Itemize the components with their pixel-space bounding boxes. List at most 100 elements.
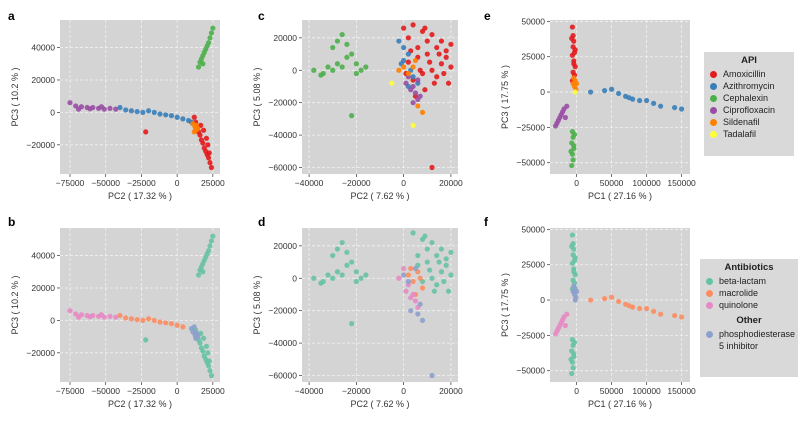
point-phosphodiesterase-5-inhibitor (417, 301, 423, 307)
point-azithromycin (134, 108, 140, 115)
x-tick-label: 100000 (632, 178, 661, 188)
point-cephalexin (353, 70, 359, 77)
point-beta-lactam (311, 275, 317, 281)
point-beta-lactam (434, 252, 440, 259)
point-macrolide (609, 294, 615, 300)
legend-label: macrolide (719, 288, 759, 298)
point-azithromycin (609, 86, 615, 92)
point-ciprofloxacin (560, 109, 566, 115)
point-beta-lactam (448, 272, 454, 278)
point-amoxicillin (207, 160, 213, 166)
point-beta-lactam (320, 278, 326, 285)
point-macrolide (134, 316, 140, 323)
point-cephalexin (349, 113, 355, 119)
y-tick-label: −60000 (268, 163, 297, 173)
point-sildenafil (410, 64, 416, 70)
point-quinolone (67, 308, 73, 314)
y-axis-label: PC3 ( 17.75 % ) (500, 65, 510, 129)
point-cephalexin (344, 41, 350, 47)
point-cephalexin (207, 35, 213, 41)
legend-api-item: Tadalafil (704, 128, 794, 140)
x-axis-label: PC2 ( 17.32 % ) (108, 399, 172, 409)
x-tick-label: −40000 (295, 386, 324, 396)
point-beta-lactam (203, 343, 210, 349)
y-tick-label: 20000 (273, 241, 297, 251)
y-tick-label: −25000 (516, 330, 545, 340)
y-tick-label: 20000 (31, 75, 55, 85)
point-ciprofloxacin (75, 106, 82, 112)
x-tick-label: 25000 (201, 386, 225, 396)
point-amoxicillin (436, 51, 442, 57)
point-cephalexin (330, 44, 336, 51)
point-azithromycin (405, 51, 411, 57)
point-cephalexin (210, 25, 216, 31)
point-tadalafil (410, 122, 416, 128)
point-azithromycin (140, 109, 146, 115)
point-beta-lactam (207, 368, 213, 374)
point-ciprofloxacin (415, 77, 421, 83)
point-macrolide (658, 311, 664, 317)
point-amoxicillin (410, 22, 416, 28)
point-ciprofloxacin (67, 100, 73, 106)
point-azithromycin (151, 109, 157, 115)
legend-api-title: API (741, 55, 757, 66)
panel-b-background (60, 228, 220, 382)
point-amoxicillin (445, 80, 452, 86)
point-azithromycin (396, 38, 402, 44)
point-azithromycin (651, 100, 657, 106)
y-tick-label: 0 (292, 273, 297, 283)
point-beta-lactam (325, 272, 331, 278)
point-ciprofloxacin (107, 105, 113, 111)
point-amoxicillin (448, 64, 454, 70)
legend-antibiotics-item: quinolone (700, 299, 798, 311)
point-azithromycin (679, 106, 685, 112)
point-phosphodiesterase-5-inhibitor (188, 325, 195, 332)
point-amoxicillin (448, 41, 454, 47)
point-amoxicillin (143, 129, 149, 135)
point-beta-lactam (424, 246, 430, 252)
y-tick-label: 20000 (31, 283, 55, 293)
point-amoxicillin (569, 35, 575, 41)
y-tick-label: 25000 (521, 260, 545, 270)
point-phosphodiesterase-5-inhibitor (401, 272, 407, 278)
point-beta-lactam (197, 340, 203, 346)
legend-swatch (710, 130, 717, 138)
x-tick-label: 0 (175, 178, 180, 188)
point-macrolide (163, 320, 169, 326)
point-beta-lactam (429, 275, 435, 281)
legend-label: phosphodiesterase 5 inhibitor (719, 329, 796, 351)
y-axis-label: PC3 ( 10.2 % ) (10, 275, 20, 334)
legend-swatch (706, 301, 713, 309)
point-beta-lactam (429, 239, 435, 246)
point-azithromycin (602, 88, 608, 94)
point-beta-lactam (200, 348, 206, 354)
point-sildenafil (191, 129, 197, 135)
y-tick-label: 50000 (521, 224, 545, 234)
point-beta-lactam (206, 358, 212, 364)
x-tick-label: 100000 (632, 386, 661, 396)
point-azithromycin (128, 108, 135, 114)
legend-swatch (710, 82, 717, 90)
point-amoxicillin (200, 140, 206, 146)
point-azithromycin (168, 113, 175, 119)
x-tick-label: 20000 (439, 178, 463, 188)
point-amoxicillin (572, 47, 578, 53)
point-amoxicillin (431, 80, 437, 86)
point-amoxicillin (205, 142, 211, 148)
point-quinolone (403, 288, 409, 294)
point-azithromycin (626, 95, 632, 101)
legend-antibiotics: Antibiotics beta-lactam macrolide quinolon… (700, 259, 798, 377)
point-beta-lactam (438, 246, 445, 252)
legend-api-item: Sildenafil (704, 116, 794, 128)
point-amoxicillin (191, 114, 197, 120)
point-azithromycin (637, 97, 643, 104)
point-amoxicillin (405, 59, 411, 65)
point-macrolide (626, 303, 632, 309)
point-phosphodiesterase-5-inhibitor (570, 288, 576, 295)
point-quinolone (554, 328, 560, 334)
point-sildenafil (412, 57, 419, 64)
point-ciprofloxacin (417, 93, 423, 99)
panel-f: 0 50000 100000 150000 −50000 −25000 0 25000 5000… (484, 215, 696, 409)
point-phosphodiesterase-5-inhibitor (405, 278, 411, 285)
x-tick-label: −50000 (91, 386, 120, 396)
